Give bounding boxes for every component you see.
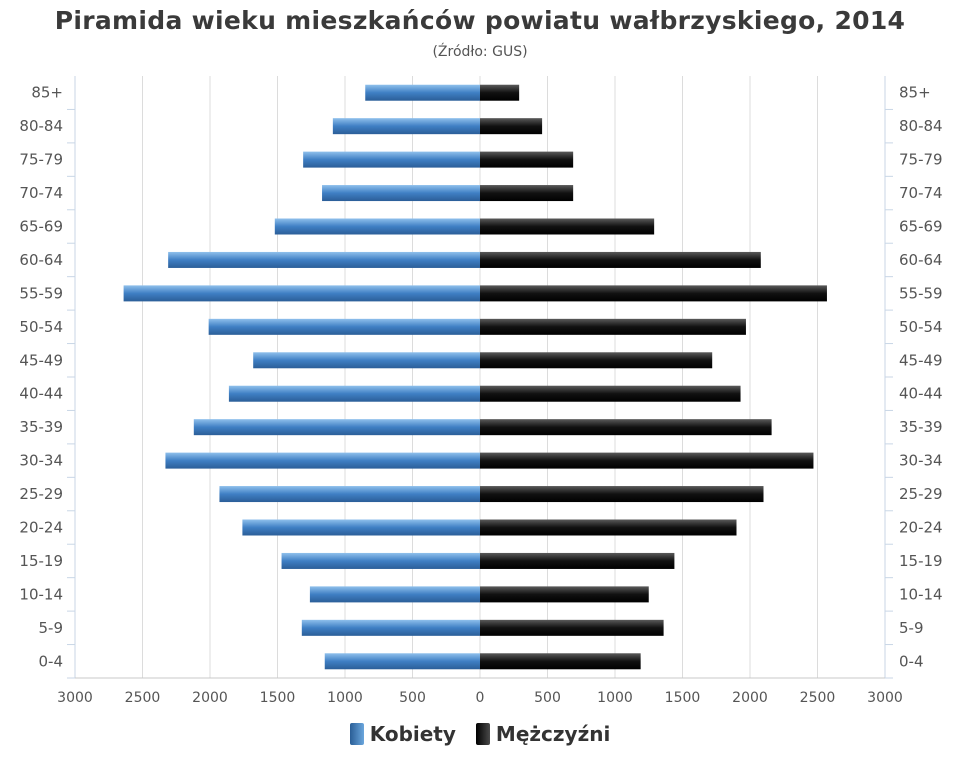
x-tick-label: 1500 [665,690,701,706]
x-tick-label: 2000 [192,690,228,706]
bar-mezczyzni[interactable] [480,619,664,636]
bar-kobiety[interactable] [322,185,480,202]
y-tick-label-right: 75-79 [899,151,943,169]
y-tick-label-right: 30-34 [899,452,943,470]
y-tick-label-right: 40-44 [899,385,943,403]
x-tick-label: 2500 [125,690,161,706]
bar-mezczyzni[interactable] [480,552,675,569]
y-tick-label-right: 45-49 [899,351,943,369]
x-tick-label: 3000 [57,690,93,706]
bar-kobiety[interactable] [208,318,480,335]
bar-kobiety[interactable] [219,486,480,503]
chart-subtitle: (Źródło: GUS) [432,44,528,60]
y-tick-label-right: 35-39 [899,418,943,436]
bar-kobiety[interactable] [281,552,480,569]
y-tick-label-left: 40-44 [19,385,63,403]
y-tick-label-right: 10-14 [899,585,943,603]
y-tick-label-left: 10-14 [19,585,63,603]
y-tick-label-left: 5-9 [39,619,64,637]
bar-mezczyzni[interactable] [480,586,649,603]
x-tick-label: 2500 [800,690,836,706]
legend-label-mezczyzni: Mężczyźni [495,722,611,746]
y-tick-label-left: 50-54 [19,318,63,336]
legend-swatch-mezczyzni [475,723,490,745]
bar-mezczyzni[interactable] [480,185,574,202]
y-tick-label-left: 0-4 [39,652,64,670]
bar-mezczyzni[interactable] [480,519,737,536]
y-tick-label-right: 65-69 [899,218,943,236]
x-tick-label: 2000 [732,690,768,706]
x-tick-label: 500 [399,690,426,706]
legend: Kobiety Mężczyźni [0,722,960,746]
bar-mezczyzni[interactable] [480,452,814,469]
bar-kobiety[interactable] [165,452,480,469]
y-tick-label-right: 20-24 [899,519,943,537]
bar-mezczyzni[interactable] [480,218,655,235]
bar-kobiety[interactable] [274,218,480,235]
x-tick-label: 500 [534,690,561,706]
y-tick-label-left: 20-24 [19,519,63,537]
y-tick-label-left: 45-49 [19,351,63,369]
y-tick-label-left: 55-59 [19,284,63,302]
bar-mezczyzni[interactable] [480,84,520,101]
y-tick-label-right: 25-29 [899,485,943,503]
bar-mezczyzni[interactable] [480,385,741,402]
bar-mezczyzni[interactable] [480,118,543,135]
bar-mezczyzni[interactable] [480,486,764,503]
x-tick-label: 1500 [260,690,296,706]
bar-mezczyzni[interactable] [480,653,641,670]
legend-swatch-kobiety [349,723,364,745]
y-tick-label-left: 35-39 [19,418,63,436]
y-tick-label-left: 80-84 [19,117,63,135]
bar-mezczyzni[interactable] [480,285,827,302]
y-tick-label-left: 75-79 [19,151,63,169]
bar-mezczyzni[interactable] [480,419,772,436]
bar-kobiety[interactable] [123,285,480,302]
y-tick-label-left: 30-34 [19,452,63,470]
y-tick-label-right: 0-4 [899,652,924,670]
legend-item-kobiety[interactable]: Kobiety [349,722,456,746]
y-tick-label-right: 80-84 [899,117,943,135]
bar-kobiety[interactable] [324,653,480,670]
x-tick-label: 1000 [597,690,633,706]
legend-label-kobiety: Kobiety [369,722,456,746]
bar-kobiety[interactable] [193,419,481,436]
bar-kobiety[interactable] [303,151,480,168]
bar-kobiety[interactable] [332,118,480,135]
y-tick-label-left: 85+ [31,84,63,102]
bar-mezczyzni[interactable] [480,352,713,369]
bar-mezczyzni[interactable] [480,318,746,335]
y-tick-label-right: 70-74 [899,184,943,202]
y-tick-label-right: 50-54 [899,318,943,336]
y-tick-label-left: 65-69 [19,218,63,236]
legend-item-mezczyzni[interactable]: Mężczyźni [475,722,611,746]
bar-kobiety[interactable] [301,619,480,636]
bar-kobiety[interactable] [365,84,480,101]
bar-kobiety[interactable] [242,519,480,536]
y-tick-label-left: 60-64 [19,251,63,269]
y-tick-label-right: 55-59 [899,284,943,302]
bar-kobiety[interactable] [228,385,480,402]
x-tick-label: 1000 [327,690,363,706]
x-tick-label: 3000 [867,690,903,706]
bar-kobiety[interactable] [168,251,480,268]
y-tick-label-right: 15-19 [899,552,943,570]
y-tick-label-left: 25-29 [19,485,63,503]
y-tick-label-right: 5-9 [899,619,924,637]
x-tick-label: 0 [476,690,485,706]
bar-mezczyzni[interactable] [480,251,761,268]
y-tick-label-left: 70-74 [19,184,63,202]
y-tick-label-left: 15-19 [19,552,63,570]
y-tick-label-right: 60-64 [899,251,943,269]
y-tick-label-right: 85+ [899,84,931,102]
chart-title: Piramida wieku mieszkańców powiatu wałbr… [54,6,906,35]
bar-kobiety[interactable] [309,586,480,603]
bar-mezczyzni[interactable] [480,151,574,168]
bar-kobiety[interactable] [253,352,480,369]
